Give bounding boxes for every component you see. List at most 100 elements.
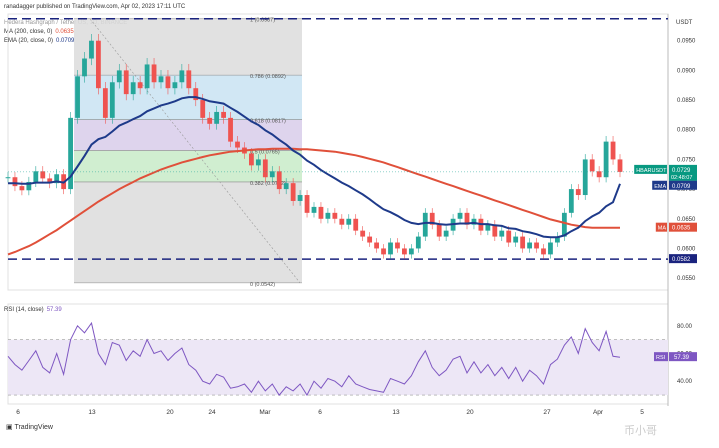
candle-body xyxy=(290,183,296,201)
candle-body xyxy=(214,111,220,124)
price-tick-label: 0.0750 xyxy=(677,157,696,163)
candle-body xyxy=(485,224,491,231)
candle-body xyxy=(255,159,261,166)
candle-body xyxy=(360,230,366,237)
candle-body xyxy=(464,212,470,225)
candle-body xyxy=(541,248,546,255)
rsi-band xyxy=(8,339,668,396)
fib-level-label: 1 (0.0987) xyxy=(250,18,275,24)
candle-body xyxy=(47,178,53,184)
price-value-box xyxy=(669,180,697,190)
candle-body xyxy=(262,159,268,178)
candle-body xyxy=(311,206,317,213)
currency-label: USDT xyxy=(676,20,693,26)
candle-body xyxy=(130,82,136,95)
price-tick-label: 0.0950 xyxy=(677,39,696,45)
candle-body xyxy=(402,248,407,255)
rsi-legend: RSI (14, close) 57.39 xyxy=(4,307,62,313)
price-value-label: 0.0729 xyxy=(672,168,691,174)
rsi-tick-label: 40.00 xyxy=(677,379,693,385)
rsi-name-box xyxy=(654,352,668,362)
time-tick-label: Apr xyxy=(593,409,604,416)
price-name-label: HBARUSDT xyxy=(636,168,667,174)
candle-body xyxy=(102,88,108,118)
candle-body xyxy=(89,40,94,59)
price-value-label: 0.0709 xyxy=(672,184,691,190)
candle-body xyxy=(200,100,206,118)
candle-body xyxy=(339,218,345,225)
candle-body xyxy=(26,181,32,191)
price-value-label: 0.0635 xyxy=(672,226,691,232)
price-value-box xyxy=(669,222,697,232)
candle-body xyxy=(68,117,73,190)
support-label-box xyxy=(669,254,697,264)
candle-body xyxy=(207,117,213,124)
fib-zone xyxy=(74,18,302,76)
candle-body xyxy=(165,76,171,89)
rsi-value-box xyxy=(669,352,697,362)
price-tick-label: 0.0850 xyxy=(677,98,696,104)
candle-body xyxy=(499,230,505,237)
candle-body xyxy=(610,141,616,160)
candle-body xyxy=(388,242,393,255)
candle-body xyxy=(374,242,379,249)
time-tick-label: 13 xyxy=(88,409,96,416)
fib-level-label: 0 (0.0542) xyxy=(250,282,275,288)
candle-body xyxy=(561,212,567,237)
candle-body xyxy=(193,88,199,101)
candle-body xyxy=(249,153,254,166)
price-name-box xyxy=(634,164,667,174)
candle-body xyxy=(457,212,463,219)
candle-body xyxy=(269,171,275,178)
candle-body xyxy=(548,242,553,255)
price-tick-label: 0.0550 xyxy=(677,276,696,282)
price-tick-label: 0.0600 xyxy=(677,246,696,252)
ma200-line xyxy=(7,147,620,256)
candle-body xyxy=(109,82,115,118)
candle-body xyxy=(12,177,18,187)
candle-body xyxy=(304,195,310,213)
candle-body xyxy=(235,141,240,148)
candle-body xyxy=(186,70,192,89)
candle-body xyxy=(617,159,623,172)
fib-level-label: 0.5 (0.0765) xyxy=(250,150,280,156)
time-tick-label: 6 xyxy=(16,409,20,416)
candle-body xyxy=(144,64,150,89)
candle-body xyxy=(5,177,11,179)
time-tick-label: 20 xyxy=(166,409,174,416)
rsi-value-label: 57.39 xyxy=(674,355,690,361)
candle-body xyxy=(415,236,421,249)
countdown-label: 02:48:07 xyxy=(671,175,692,181)
candle-body xyxy=(137,82,143,89)
candle-body xyxy=(443,230,449,237)
publisher-info: ranadagger published on TradingView.com,… xyxy=(4,4,186,10)
price-name-box xyxy=(652,180,667,190)
candle-body xyxy=(123,70,129,95)
ma-legend: MA (200, close, 0) 0.0635 xyxy=(4,29,74,35)
symbol-title: Hedera Hashgraph / Tether US, 1D, BINANC… xyxy=(4,20,128,26)
price-tick-label: 0.0800 xyxy=(677,128,696,134)
candle-body xyxy=(534,242,539,249)
time-tick-label: 6 xyxy=(318,409,322,416)
tradingview-logo[interactable]: ▣ TradingView xyxy=(6,424,53,431)
candle-body xyxy=(158,76,164,83)
candle-body xyxy=(436,224,442,237)
candle-body xyxy=(520,236,526,249)
candle-body xyxy=(40,171,46,179)
candle-body xyxy=(346,218,352,225)
time-tick-label: Mar xyxy=(259,409,271,416)
candle-body xyxy=(395,242,400,249)
price-name-label: EMA xyxy=(654,184,666,190)
time-tick-label: 27 xyxy=(543,409,551,416)
fib-zone xyxy=(74,181,302,283)
time-tick-label: 13 xyxy=(392,409,400,416)
candle-body xyxy=(297,195,303,201)
candle-body xyxy=(318,206,324,219)
candle-body xyxy=(179,70,185,83)
candle-body xyxy=(506,230,512,243)
fib-trendline xyxy=(89,18,301,284)
candle-body xyxy=(353,218,359,231)
price-tick-label: 0.0900 xyxy=(677,68,696,74)
candle-body xyxy=(582,159,588,196)
